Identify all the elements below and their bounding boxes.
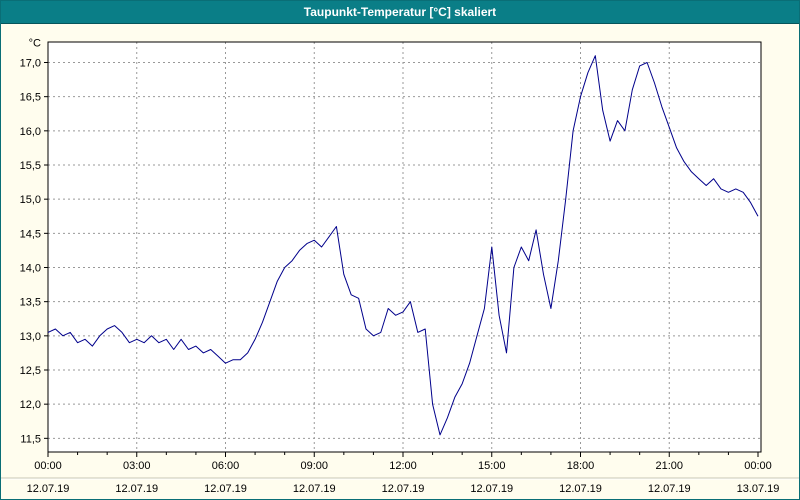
chart-title: Taupunkt-Temperatur [°C] skaliert	[303, 5, 497, 19]
svg-text:06:00: 06:00	[212, 460, 240, 472]
svg-text:12.07.19: 12.07.19	[559, 483, 602, 495]
svg-text:15:00: 15:00	[478, 460, 506, 472]
svg-text:11,5: 11,5	[20, 433, 41, 445]
svg-text:12.07.19: 12.07.19	[648, 483, 691, 495]
svg-text:12:00: 12:00	[389, 460, 417, 472]
svg-text:16,5: 16,5	[20, 92, 41, 104]
svg-text:00:00: 00:00	[34, 460, 62, 472]
svg-text:16,0: 16,0	[20, 126, 41, 138]
svg-text:12.07.19: 12.07.19	[115, 483, 158, 495]
svg-text:09:00: 09:00	[300, 460, 328, 472]
svg-text:00:00: 00:00	[744, 460, 772, 472]
svg-text:21:00: 21:00	[655, 460, 683, 472]
svg-text:14,5: 14,5	[20, 228, 41, 240]
svg-text:18:00: 18:00	[567, 460, 595, 472]
svg-text:14,0: 14,0	[20, 263, 41, 275]
gridlines	[48, 42, 761, 452]
x-axis-time-labels: 00:00 03:00 06:00 09:00 12:00 15:00 18:00 21:00…	[34, 460, 772, 472]
svg-text:12.07.19: 12.07.19	[470, 483, 513, 495]
y-axis-labels: 17,0 16,5 16,0 15,5 15,0 14,5 14,0 13,5 13,0 12,5…	[20, 58, 41, 446]
axis-ticks	[44, 62, 759, 457]
svg-text:17,0: 17,0	[20, 58, 41, 70]
svg-text:12,5: 12,5	[20, 365, 41, 377]
chart-title-bar: Taupunkt-Temperatur [°C] skaliert	[1, 1, 799, 24]
svg-text:12.07.19: 12.07.19	[293, 483, 336, 495]
svg-text:12.07.19: 12.07.19	[382, 483, 425, 495]
plot-border	[47, 41, 762, 453]
x-axis-date-labels: 12.07.19 12.07.19 12.07.19 12.07.19 12.07.19…	[27, 483, 780, 495]
svg-text:13.07.19: 13.07.19	[737, 483, 780, 495]
svg-text:03:00: 03:00	[123, 460, 151, 472]
svg-text:15,0: 15,0	[20, 194, 41, 206]
series-line-taupunkt	[47, 55, 759, 436]
svg-text:12.07.19: 12.07.19	[204, 483, 247, 495]
svg-text:12,0: 12,0	[20, 399, 41, 411]
plot-area	[48, 42, 761, 452]
svg-text:13,0: 13,0	[20, 331, 41, 343]
y-axis-unit-label: °C	[29, 38, 41, 50]
svg-text:15,5: 15,5	[20, 160, 41, 172]
dewpoint-line-chart: 17,0 16,5 16,0 15,5 15,0 14,5 14,0 13,5 13,0 12,5…	[1, 38, 799, 495]
svg-text:13,5: 13,5	[20, 297, 41, 309]
svg-text:12.07.19: 12.07.19	[27, 483, 70, 495]
